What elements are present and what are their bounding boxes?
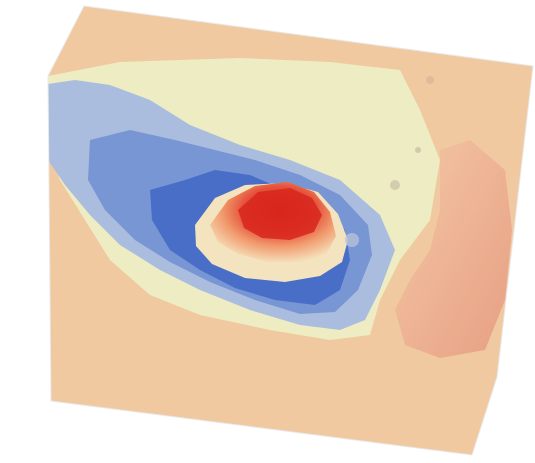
terrain-knob xyxy=(345,233,359,247)
ridge-zone xyxy=(395,140,512,358)
terrain-knob xyxy=(415,147,421,153)
terrain-knob xyxy=(390,180,400,190)
peak-core xyxy=(238,188,322,240)
terrain-knob xyxy=(426,76,434,84)
tile-edge xyxy=(47,5,534,456)
